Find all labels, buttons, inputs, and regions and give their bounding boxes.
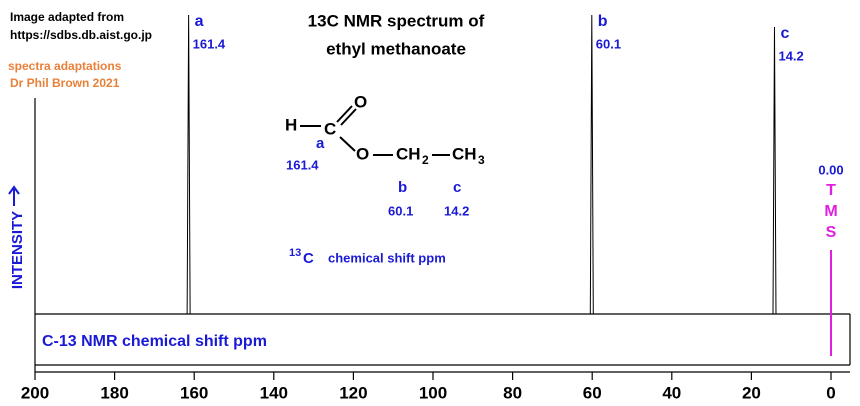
credit: https://sdbs.db.aist.go.jp: [10, 28, 152, 42]
x-tick-label: 80: [503, 383, 522, 402]
peak-shift: 161.4: [193, 36, 226, 51]
structure-label: a: [316, 135, 325, 152]
x-tick-label: 180: [100, 383, 128, 402]
x-tick-label: 120: [339, 383, 367, 402]
peak: [186, 14, 191, 315]
atom: O: [354, 92, 367, 111]
structure-label: b: [398, 179, 407, 196]
peak: [589, 14, 594, 315]
atom: H: [285, 115, 297, 134]
caption: chemical shift ppm: [328, 250, 446, 265]
reference-shift: 0.00: [818, 162, 843, 177]
peak-name: c: [780, 25, 789, 42]
caption: C: [303, 250, 314, 267]
peak-shift: 60.1: [596, 36, 621, 51]
reference-name: T: [826, 182, 836, 199]
y-arrow: [8, 185, 20, 206]
atom-subscript: 2: [422, 153, 429, 167]
caption-superscript: 13: [289, 247, 301, 259]
peak-name: b: [598, 13, 608, 30]
x-tick-label: 100: [419, 383, 447, 402]
structure-shift: 14.2: [444, 203, 469, 218]
adaptation: spectra adaptations: [8, 59, 122, 73]
structure: H C O O CH 2 CH 3: [285, 92, 485, 167]
structure-shift: 161.4: [286, 157, 319, 172]
x-axis-label: C-13 NMR chemical shift ppm: [42, 333, 267, 350]
peak-shift: 14.2: [778, 48, 803, 63]
peak: [772, 26, 777, 315]
x-tick-label: 40: [662, 383, 681, 402]
peak-name: a: [195, 13, 204, 30]
chart-title: 13C NMR spectrum of: [308, 11, 485, 30]
atom: CH: [396, 144, 421, 163]
atom: C: [324, 119, 336, 138]
atom: O: [356, 144, 369, 163]
chart-title: ethyl methanoate: [326, 39, 466, 58]
x-tick-label: 60: [583, 383, 602, 402]
atom-subscript: 3: [478, 153, 485, 167]
structure-label: c: [453, 179, 461, 196]
x-tick-label: 200: [21, 383, 49, 402]
x-tick-label: 0: [826, 383, 835, 402]
credit: Image adapted from: [10, 10, 124, 24]
frame: [34, 98, 851, 373]
structure-shift: 60.1: [388, 203, 413, 218]
adaptation: Dr Phil Brown 2021: [10, 76, 120, 90]
reference-name: M: [824, 203, 837, 220]
x-tick-label: 140: [260, 383, 288, 402]
reference-name: S: [826, 224, 837, 241]
y-axis-label: INTENSITY: [9, 211, 26, 289]
x-tick-label: 160: [180, 383, 208, 402]
x-tick-label: 20: [742, 383, 761, 402]
atom: CH: [452, 144, 477, 163]
